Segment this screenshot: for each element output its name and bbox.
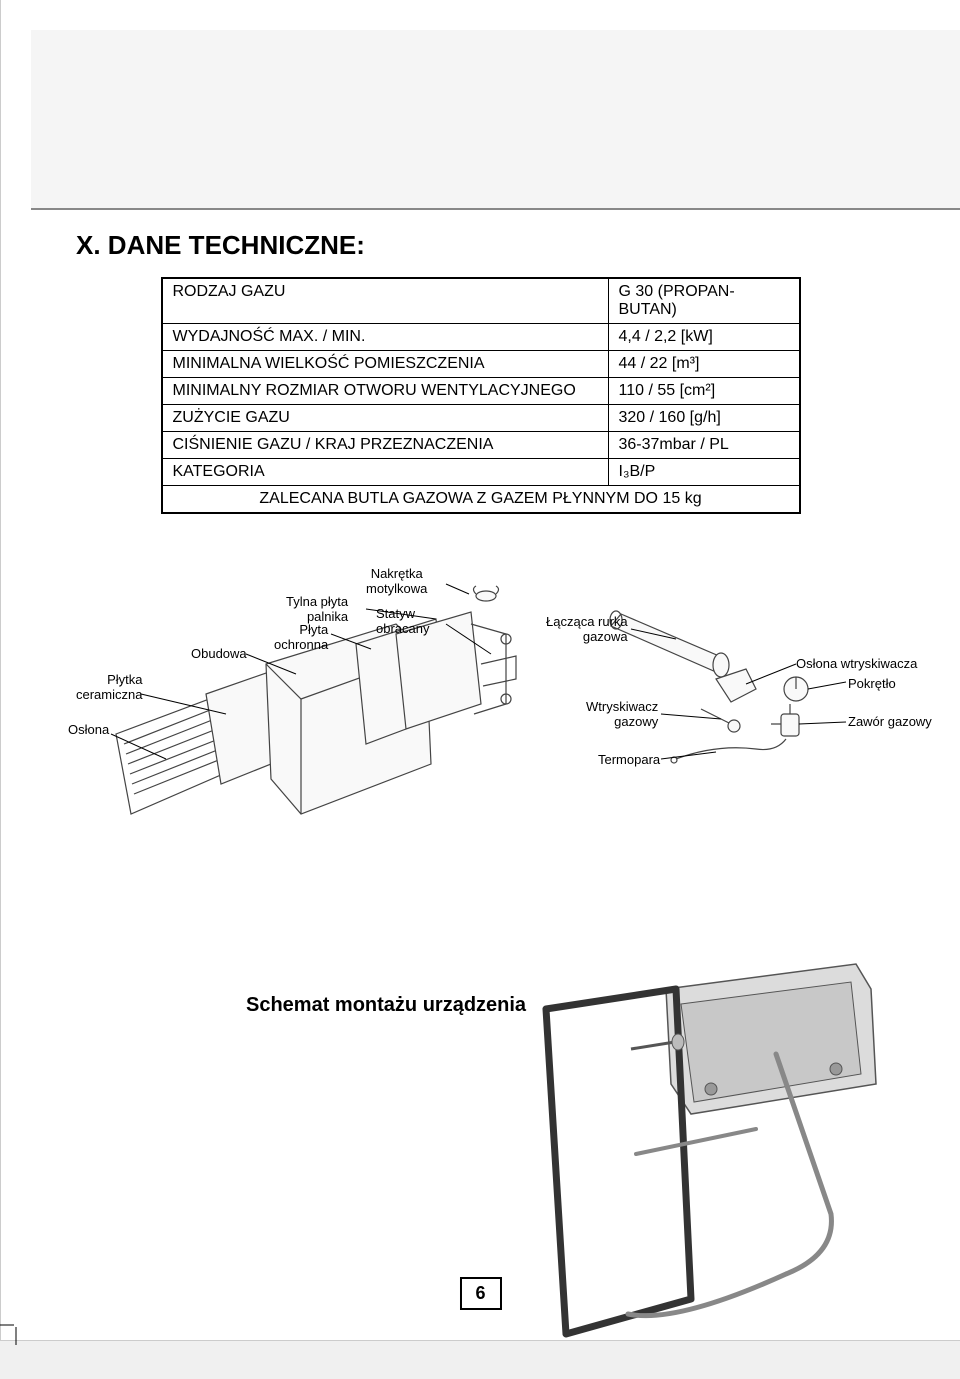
table-row: ZUŻYCIE GAZU 320 / 160 [g/h] <box>163 405 799 432</box>
table-row: KATEGORIA I₃B/P <box>163 459 799 486</box>
label-stand: Statywobracany <box>376 606 429 636</box>
spec-value: 44 / 22 [m³] <box>609 351 799 377</box>
spec-value: G 30 (PROPAN-BUTAN) <box>609 279 799 323</box>
spec-footer: ZALECANA BUTLA GAZOWA Z GAZEM PŁYNNYM DO… <box>163 486 799 512</box>
spec-label: ZUŻYCIE GAZU <box>163 405 609 431</box>
label-gas-valve: Zawór gazowy <box>848 714 932 729</box>
header-bar <box>31 30 960 210</box>
spec-label: CIŚNIENIE GAZU / KRAJ PRZEZNACZENIA <box>163 432 609 458</box>
part-gas-valve <box>771 704 799 736</box>
label-protective-plate: Płytaochronna <box>274 622 328 652</box>
spec-label: RODZAJ GAZU <box>163 279 609 323</box>
section-title: X. DANE TECHNICZNE: <box>76 230 885 261</box>
spec-table: RODZAJ GAZU G 30 (PROPAN-BUTAN) WYDAJNOŚ… <box>161 277 801 514</box>
assembly-title: Schemat montażu urządzenia <box>246 994 526 1017</box>
page-number: 6 <box>459 1277 501 1310</box>
label-gas-tube: Łącząca rurkagazowa <box>546 614 628 644</box>
label-thermocouple: Termopara <box>598 752 660 767</box>
assembly-heater-body <box>666 964 876 1114</box>
spec-label: MINIMALNA WIELKOŚĆ POMIESZCZENIA <box>163 351 609 377</box>
table-row: RODZAJ GAZU G 30 (PROPAN-BUTAN) <box>163 279 799 324</box>
part-thermocouple <box>671 739 786 763</box>
table-row: ZALECANA BUTLA GAZOWA Z GAZEM PŁYNNYM DO… <box>163 486 799 512</box>
label-injector-cover: Osłona wtryskiwacza <box>796 656 917 671</box>
table-row: MINIMALNA WIELKOŚĆ POMIESZCZENIA 44 / 22… <box>163 351 799 378</box>
spec-value: 36-37mbar / PL <box>609 432 799 458</box>
spec-label: MINIMALNY ROZMIAR OTWORU WENTYLACYJNEGO <box>163 378 609 404</box>
table-row: WYDAJNOŚĆ MAX. / MIN. 4,4 / 2,2 [kW] <box>163 324 799 351</box>
label-knob: Pokrętło <box>848 676 896 691</box>
part-wingnut <box>474 586 499 601</box>
label-cover: Osłona <box>68 722 109 737</box>
table-row: CIŚNIENIE GAZU / KRAJ PRZEZNACZENIA 36-3… <box>163 432 799 459</box>
spec-value: 110 / 55 [cm²] <box>609 378 799 404</box>
assembly-diagram: Schemat montażu urządzenia <box>76 954 885 1374</box>
content: X. DANE TECHNICZNE: RODZAJ GAZU G 30 (PR… <box>76 230 885 1374</box>
spec-label: KATEGORIA <box>163 459 609 485</box>
table-row: MINIMALNY ROZMIAR OTWORU WENTYLACYJNEGO … <box>163 378 799 405</box>
label-housing: Obudowa <box>191 646 247 661</box>
page: X. DANE TECHNICZNE: RODZAJ GAZU G 30 (PR… <box>0 0 960 1341</box>
spec-label: WYDAJNOŚĆ MAX. / MIN. <box>163 324 609 350</box>
label-gas-injector: Wtryskiwaczgazowy <box>586 699 658 729</box>
exploded-svg <box>76 564 886 944</box>
part-knob <box>784 677 808 701</box>
spec-value: I₃B/P <box>609 459 799 485</box>
assembly-svg <box>76 954 886 1374</box>
spec-value: 320 / 160 [g/h] <box>609 405 799 431</box>
label-wingnut: Nakrętkamotylkowa <box>366 566 427 596</box>
crop-mark-icon <box>0 1305 36 1345</box>
label-ceramic-plate: Płytkaceramiczna <box>76 672 142 702</box>
label-rear-plate: Tylna płytapalnika <box>286 594 348 624</box>
spec-value: 4,4 / 2,2 [kW] <box>609 324 799 350</box>
exploded-diagram: Nakrętkamotylkowa Tylna płytapalnika Sta… <box>76 564 885 944</box>
part-gas-injector <box>701 709 740 732</box>
assembly-pivot-bolt <box>631 1034 684 1050</box>
